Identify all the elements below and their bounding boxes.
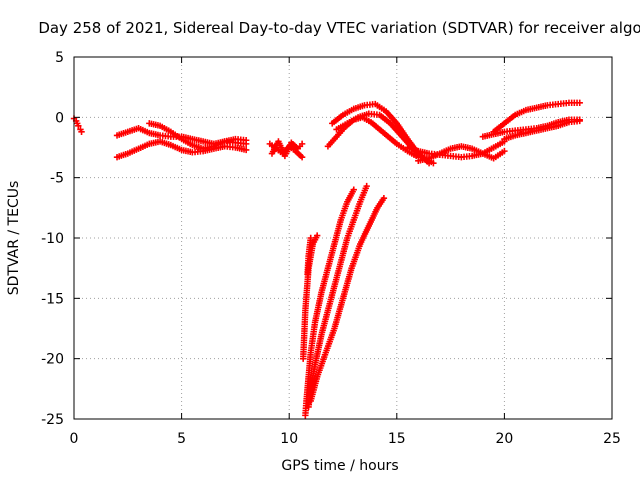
y-axis-label: SDTVAR / TECUs	[6, 181, 22, 296]
series-early-4	[146, 120, 250, 152]
x-tick-label: 25	[603, 431, 621, 447]
data-point-markers	[501, 117, 583, 143]
y-tick-label: -25	[41, 412, 64, 428]
data-point-markers	[307, 194, 388, 405]
data-point-markers	[146, 120, 250, 152]
x-axis-label: GPS time / hours	[281, 458, 398, 474]
data-point-markers	[304, 234, 314, 278]
x-tick-label: 10	[280, 431, 298, 447]
y-tick-label: -5	[50, 171, 64, 187]
x-tick-label: 20	[495, 431, 513, 447]
x-tick-label: 5	[177, 431, 186, 447]
series-plunge-3	[307, 194, 388, 405]
x-tick-label: 15	[388, 431, 406, 447]
chart-title: Day 258 of 2021, Sidereal Day-to-day VTE…	[38, 19, 640, 37]
data-point-markers	[302, 186, 357, 419]
y-tick-label: -15	[41, 291, 64, 307]
series-plunge-1	[302, 186, 357, 419]
series-early-1	[70, 115, 85, 136]
y-tick-label: 0	[55, 110, 64, 126]
y-tick-label: 5	[55, 50, 64, 66]
data-points	[70, 99, 583, 419]
data-point-markers	[415, 143, 508, 164]
data-point-markers	[268, 138, 306, 160]
series-plunge-2	[305, 182, 370, 411]
series-late-3	[501, 117, 583, 143]
y-tick-label: -20	[41, 352, 64, 368]
series-mid-block-2	[268, 138, 306, 160]
x-tick-label: 0	[70, 431, 79, 447]
data-point-markers	[305, 182, 370, 411]
axis-ticks: 0 5 10 15 20 25 5 0 -5 -10 -15 -20 -25	[41, 50, 621, 447]
data-point-markers	[70, 115, 85, 136]
grid-lines	[74, 57, 612, 419]
series-trough-2	[415, 143, 508, 164]
y-tick-label: -10	[41, 231, 64, 247]
series-plunge-5	[304, 234, 314, 278]
